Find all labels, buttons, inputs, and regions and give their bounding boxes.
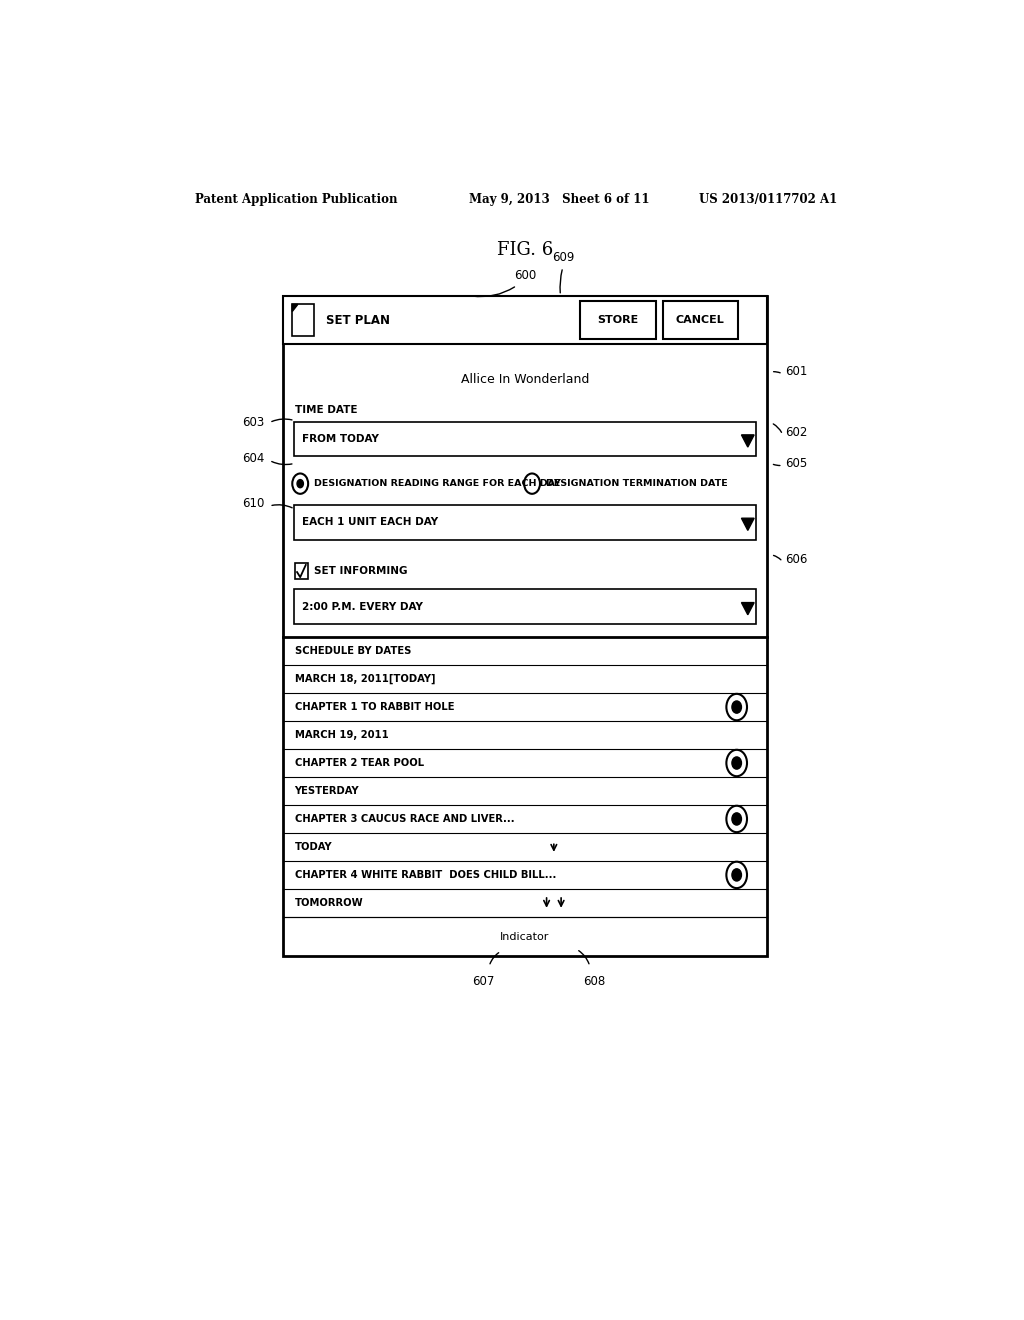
Text: DESIGNATION READING RANGE FOR EACH DAY: DESIGNATION READING RANGE FOR EACH DAY xyxy=(314,479,561,488)
Text: CHAPTER 4 WHITE RABBIT  DOES CHILD BILL...: CHAPTER 4 WHITE RABBIT DOES CHILD BILL..… xyxy=(295,870,556,880)
Text: SET PLAN: SET PLAN xyxy=(327,314,390,326)
Bar xyxy=(663,301,738,338)
Polygon shape xyxy=(741,519,754,531)
Text: 602: 602 xyxy=(785,426,808,440)
Circle shape xyxy=(732,756,741,770)
Text: 609: 609 xyxy=(552,251,574,264)
Text: TOMORROW: TOMORROW xyxy=(295,898,364,908)
Text: CHAPTER 3 CAUCUS RACE AND LIVER...: CHAPTER 3 CAUCUS RACE AND LIVER... xyxy=(295,814,514,824)
Text: CANCEL: CANCEL xyxy=(676,315,725,325)
Text: TODAY: TODAY xyxy=(295,842,332,851)
Text: TIME DATE: TIME DATE xyxy=(296,405,358,416)
Circle shape xyxy=(732,813,741,825)
Text: 600: 600 xyxy=(514,269,536,282)
Bar xyxy=(296,562,308,579)
Polygon shape xyxy=(292,305,298,312)
Polygon shape xyxy=(741,434,754,447)
Text: FROM TODAY: FROM TODAY xyxy=(302,434,379,444)
Polygon shape xyxy=(741,602,754,615)
Text: 605: 605 xyxy=(785,457,807,470)
Circle shape xyxy=(297,479,303,487)
Text: STORE: STORE xyxy=(597,315,639,325)
Bar xyxy=(283,296,767,956)
Text: Indicator: Indicator xyxy=(500,932,550,941)
Text: MARCH 18, 2011[TODAY]: MARCH 18, 2011[TODAY] xyxy=(295,675,435,684)
Bar xyxy=(294,421,756,457)
Text: SCHEDULE BY DATES: SCHEDULE BY DATES xyxy=(295,645,411,656)
Text: 610: 610 xyxy=(242,498,264,511)
Text: 601: 601 xyxy=(785,366,808,379)
Bar xyxy=(292,305,314,335)
Text: Patent Application Publication: Patent Application Publication xyxy=(196,193,398,206)
Text: FIG. 6: FIG. 6 xyxy=(497,240,553,259)
Circle shape xyxy=(732,869,741,880)
Text: SET INFORMING: SET INFORMING xyxy=(314,566,408,576)
Text: 2:00 P.M. EVERY DAY: 2:00 P.M. EVERY DAY xyxy=(302,602,423,611)
Text: MARCH 19, 2011: MARCH 19, 2011 xyxy=(295,730,388,741)
Text: 606: 606 xyxy=(785,553,808,566)
Bar xyxy=(294,506,756,540)
Text: CHAPTER 1 TO RABBIT HOLE: CHAPTER 1 TO RABBIT HOLE xyxy=(295,702,455,711)
Text: 603: 603 xyxy=(243,416,264,429)
Bar xyxy=(294,589,756,624)
Bar xyxy=(283,296,767,345)
Text: May 9, 2013   Sheet 6 of 11: May 9, 2013 Sheet 6 of 11 xyxy=(469,193,650,206)
Text: CHAPTER 2 TEAR POOL: CHAPTER 2 TEAR POOL xyxy=(295,758,424,768)
Text: YESTERDAY: YESTERDAY xyxy=(295,785,359,796)
Text: 604: 604 xyxy=(242,451,264,465)
Text: Allice In Wonderland: Allice In Wonderland xyxy=(461,374,589,387)
Text: EACH 1 UNIT EACH DAY: EACH 1 UNIT EACH DAY xyxy=(302,517,438,527)
Text: 608: 608 xyxy=(584,974,606,987)
Text: DESIGNATION TERMINATION DATE: DESIGNATION TERMINATION DATE xyxy=(547,479,728,488)
Circle shape xyxy=(732,701,741,713)
Text: 607: 607 xyxy=(472,974,495,987)
Text: US 2013/0117702 A1: US 2013/0117702 A1 xyxy=(699,193,838,206)
Bar xyxy=(581,301,655,338)
